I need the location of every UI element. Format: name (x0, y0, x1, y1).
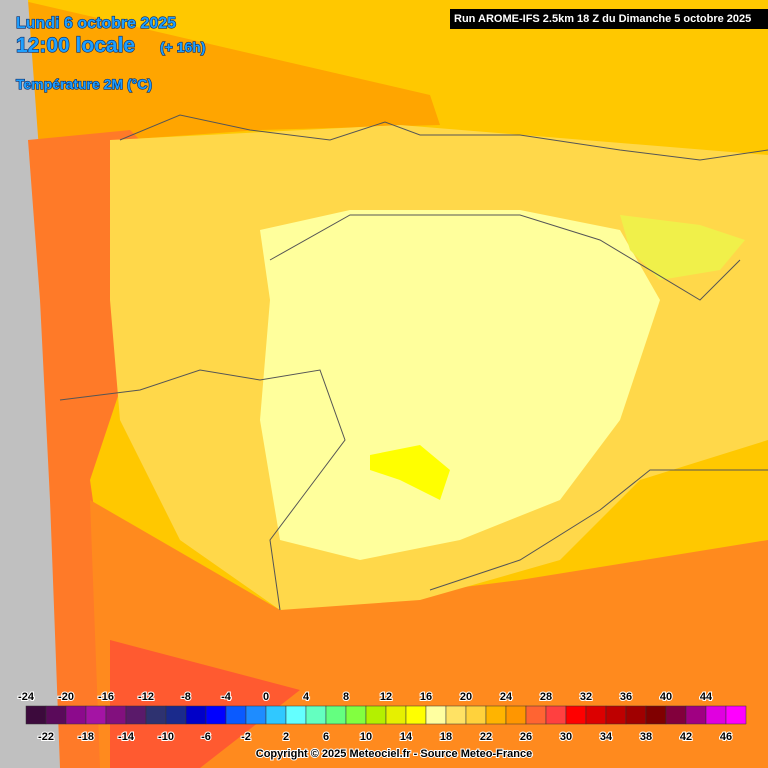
legend-cell (45, 705, 67, 725)
legend-label: -18 (78, 731, 94, 743)
legend-cell (165, 705, 187, 725)
legend-cell (305, 705, 327, 725)
legend-label: -8 (181, 691, 191, 703)
legend-cell (485, 705, 507, 725)
variable: Température 2M (°C) (16, 76, 152, 92)
legend-cell (405, 705, 427, 725)
legend-label: -6 (201, 731, 211, 743)
legend-cell (425, 705, 447, 725)
legend-cell (145, 705, 167, 725)
legend-label: 16 (420, 691, 432, 703)
legend-label: 6 (323, 731, 329, 743)
legend-cell (605, 705, 627, 725)
legend-cell (225, 705, 247, 725)
run-info: Run AROME-IFS 2.5km 18 Z du Dimanche 5 o… (454, 13, 751, 25)
legend-label: -16 (98, 691, 114, 703)
run-box (450, 9, 768, 29)
legend-cell (365, 705, 387, 725)
legend-cell (245, 705, 267, 725)
legend-cell (105, 705, 127, 725)
legend-label: -2 (241, 731, 251, 743)
lead-time: (+ 16h) (160, 39, 206, 55)
legend-label: 10 (360, 731, 372, 743)
legend-label: -12 (138, 691, 154, 703)
legend-label: 20 (460, 691, 472, 703)
legend-cell (625, 705, 647, 725)
legend-label: 36 (620, 691, 632, 703)
borders (59, 114, 768, 611)
legend-label: 0 (263, 691, 269, 703)
legend-cell (285, 705, 307, 725)
legend-cell (665, 705, 687, 725)
legend-cell (645, 705, 667, 725)
legend-cell (325, 705, 347, 725)
border (59, 369, 346, 611)
coastline (119, 114, 768, 161)
legend-label: 24 (500, 691, 513, 703)
time: 12:00 locale (16, 34, 135, 57)
legend-label: 2 (283, 731, 289, 743)
legend-label: 30 (560, 731, 572, 743)
legend-label: 28 (540, 691, 552, 703)
legend-label: 42 (680, 731, 692, 743)
border (429, 469, 768, 591)
legend-cell (445, 705, 467, 725)
legend-cell (465, 705, 487, 725)
legend-cell (705, 705, 727, 725)
legend-cell (85, 705, 107, 725)
legend-label: 22 (480, 731, 492, 743)
legend-label: 40 (660, 691, 672, 703)
legend-label: 26 (520, 731, 532, 743)
legend-label: 4 (303, 691, 310, 703)
legend-label: 44 (700, 691, 713, 703)
legend-label: 12 (380, 691, 392, 703)
legend-cell (265, 705, 287, 725)
legend-cell (725, 705, 747, 725)
legend-label: -14 (118, 731, 135, 743)
legend-label: 14 (400, 731, 413, 743)
legend-cell (125, 705, 147, 725)
south-hot (110, 640, 300, 768)
legend-cell (545, 705, 567, 725)
legend-label: 38 (640, 731, 652, 743)
legend-label: 8 (343, 691, 349, 703)
legend-cell (505, 705, 527, 725)
legend-label: -24 (18, 691, 35, 703)
legend-cell (25, 705, 47, 725)
cool-patch-east (620, 215, 745, 280)
legend-label: -22 (38, 731, 54, 743)
date: Lundi 6 octobre 2025 (16, 15, 176, 32)
legend-cell (205, 705, 227, 725)
copyright: Copyright © 2025 Meteociel.fr - Source M… (256, 748, 532, 760)
legend-label: 18 (440, 731, 452, 743)
legend-cell (185, 705, 207, 725)
legend-cell (585, 705, 607, 725)
legend-label: -10 (158, 731, 174, 743)
cool-patch (370, 445, 450, 500)
sea-zone (20, 0, 440, 300)
legend-cell (565, 705, 587, 725)
legend-cell (525, 705, 547, 725)
legend-label: 32 (580, 691, 592, 703)
legend-cell (65, 705, 87, 725)
legend-label: -4 (221, 691, 232, 703)
legend-cell (385, 705, 407, 725)
legend-cell (685, 705, 707, 725)
legend-label: 34 (600, 731, 613, 743)
legend-cell (345, 705, 367, 725)
legend-label: -20 (58, 691, 74, 703)
plateau (260, 210, 660, 560)
legend-label: 46 (720, 731, 732, 743)
border (269, 214, 741, 301)
